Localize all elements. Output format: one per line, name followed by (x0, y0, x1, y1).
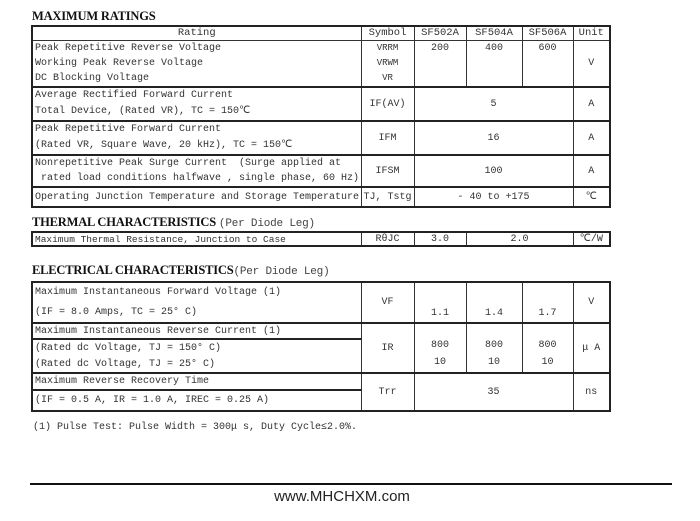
rating-cell: Peak Repetitive Forward Current (Rated V… (31, 120, 362, 156)
rating-line: Maximum Instantaneous Forward Voltage (1… (31, 281, 362, 302)
value-sf506a: 600 (521, 40, 574, 88)
rating-cell: Operating Junction Temperature and Stora… (31, 186, 362, 208)
unit-cell: V (572, 40, 611, 88)
rating-line: DC Blocking Voltage (35, 73, 150, 84)
value-25c: 10 (541, 357, 554, 368)
symbol-cell: RθJC (360, 231, 415, 247)
rating-line: (IF = 0.5 A, IR = 1.0 A, IREC = 0.25 A) (31, 389, 362, 412)
electrical-title: ELECTRICAL CHARACTERISTICS(Per Diode Leg… (32, 263, 330, 278)
symbol-line: VRWM (376, 58, 399, 68)
symbol-cell: IFSM (360, 154, 415, 188)
value-150c: 800 (484, 340, 503, 351)
rating-line: Maximum Reverse Recovery Time (31, 372, 362, 391)
electrical-title-text: ELECTRICAL CHARACTERISTICS (32, 263, 234, 277)
symbol-cell: VF (360, 281, 415, 324)
rating-line: rated load conditions halfwave , single … (35, 173, 360, 184)
thermal-table: Maximum Thermal Resistance, Junction to … (31, 231, 611, 247)
rating-line: Peak Repetitive Forward Current (35, 124, 222, 135)
value-cell: - 40 to +175 (413, 186, 574, 208)
unit-cell: V (572, 281, 611, 324)
thermal-title: THERMAL CHARACTERISTICS (Per Diode Leg) (32, 215, 315, 230)
rating-cell: Nonrepetitive Peak Surge Current (Surge … (31, 154, 362, 188)
value-25c: 10 (433, 357, 446, 368)
value-sf502a: 3.0 (413, 231, 467, 247)
table-row: (IF = 0.5 A, IR = 1.0 A, IREC = 0.25 A) (31, 389, 610, 412)
table-row: Nonrepetitive Peak Surge Current (Surge … (31, 154, 611, 188)
header-row: Rating Symbol SF502A SF504A SF506A Unit (31, 25, 611, 41)
value-25c: 10 (487, 357, 500, 368)
symbol-cell: IF(AV) (360, 86, 415, 122)
symbol-cell: IFM (360, 120, 415, 156)
table-row: Average Rectified Forward Current Total … (31, 86, 611, 122)
unit-cell: ns (572, 372, 611, 412)
rating-line: Working Peak Reverse Voltage (35, 58, 204, 69)
rating-line: Nonrepetitive Peak Surge Current (Surge … (35, 158, 342, 169)
rating-cell: Peak Repetitive Reverse Voltage Working … (31, 40, 362, 88)
table-row: Operating Junction Temperature and Stora… (31, 186, 611, 208)
value-cell: 5 (413, 86, 574, 122)
value-sf502a: 800 10 (413, 322, 467, 374)
rating-line: (IF = 8.0 Amps, TC = 25° C) (31, 302, 362, 324)
header-rating: Rating (31, 25, 362, 41)
unit-cell: ℃ (572, 186, 611, 208)
rating-cell: Average Rectified Forward Current Total … (31, 86, 362, 122)
rating-line: (Rated dc Voltage, TJ = 25° C) (31, 356, 362, 374)
symbol-cell: Trr (360, 372, 415, 412)
footnote: (1) Pulse Test: Pulse Width = 300μ s, Du… (33, 422, 358, 433)
table-row: Maximum Instantaneous Forward Voltage (1… (31, 281, 611, 324)
header-unit: Unit (572, 25, 611, 41)
table-row: Maximum Thermal Resistance, Junction to … (31, 231, 611, 247)
value-sf502a: 200 (413, 40, 467, 88)
rating-line: Average Rectified Forward Current (35, 90, 234, 101)
rating-cell: Maximum Thermal Resistance, Junction to … (31, 231, 362, 247)
rating-line: (Rated dc Voltage, TJ = 150° C) (31, 338, 362, 356)
unit-cell: A (572, 86, 611, 122)
table-row: Peak Repetitive Reverse Voltage Working … (31, 40, 611, 88)
symbol-line: VR (382, 73, 393, 83)
value-sf504a: 1.4 (465, 281, 523, 324)
symbol-cell: TJ, Tstg (360, 186, 415, 208)
value-cell: 35 (413, 372, 574, 412)
value-150c: 800 (430, 340, 449, 351)
value-sf502a: 1.1 (413, 281, 467, 324)
table-row: Maximum Instantaneous Reverse Current (1… (31, 322, 611, 374)
max-ratings-table: Rating Symbol SF502A SF504A SF506A Unit … (31, 25, 611, 208)
thermal-subtitle: (Per Diode Leg) (218, 218, 315, 230)
symbol-line: VRRM (376, 43, 399, 53)
header-sf506a: SF506A (521, 25, 574, 41)
value-sf506a: 800 10 (521, 322, 574, 374)
footer-divider (30, 483, 672, 485)
thermal-title-text: THERMAL CHARACTERISTICS (32, 215, 216, 229)
table-row: Peak Repetitive Forward Current (Rated V… (31, 120, 611, 156)
electrical-table: Maximum Instantaneous Forward Voltage (1… (31, 281, 611, 412)
value-sf504a: 400 (465, 40, 523, 88)
unit-cell: A (572, 120, 611, 156)
website-link[interactable]: www.MHCHXM.com (274, 488, 410, 505)
value-cell: 16 (413, 120, 574, 156)
value-150c: 800 (538, 340, 557, 351)
max-ratings-title: MAXIMUM RATINGS (32, 9, 156, 23)
unit-cell: A (572, 154, 611, 188)
rating-line: Peak Repetitive Reverse Voltage (35, 43, 222, 54)
electrical-subtitle: (Per Diode Leg) (233, 266, 330, 278)
value-sf504a-sf506a: 2.0 (465, 231, 574, 247)
symbol-cell: VRRM VRWM VR (360, 40, 415, 88)
rating-line: Maximum Instantaneous Reverse Current (1… (31, 322, 362, 340)
symbol-cell: IR (360, 322, 415, 374)
table-row: (Rated dc Voltage, TJ = 150° C) (31, 338, 610, 356)
rating-line: (Rated VR, Square Wave, 20 kHz), TC = 15… (35, 140, 293, 151)
header-symbol: Symbol (360, 25, 415, 41)
header-sf504a: SF504A (465, 25, 523, 41)
header-sf502a: SF502A (413, 25, 467, 41)
table-row: Maximum Reverse Recovery Time Trr 35 ns (31, 372, 611, 412)
unit-cell: ℃/W (572, 231, 611, 247)
rating-line: Total Device, (Rated VR), TC = 150℃ (35, 106, 251, 117)
value-cell: 100 (413, 154, 574, 188)
unit-cell: μ A (572, 322, 611, 374)
value-sf506a: 1.7 (521, 281, 574, 324)
value-sf504a: 800 10 (465, 322, 523, 374)
